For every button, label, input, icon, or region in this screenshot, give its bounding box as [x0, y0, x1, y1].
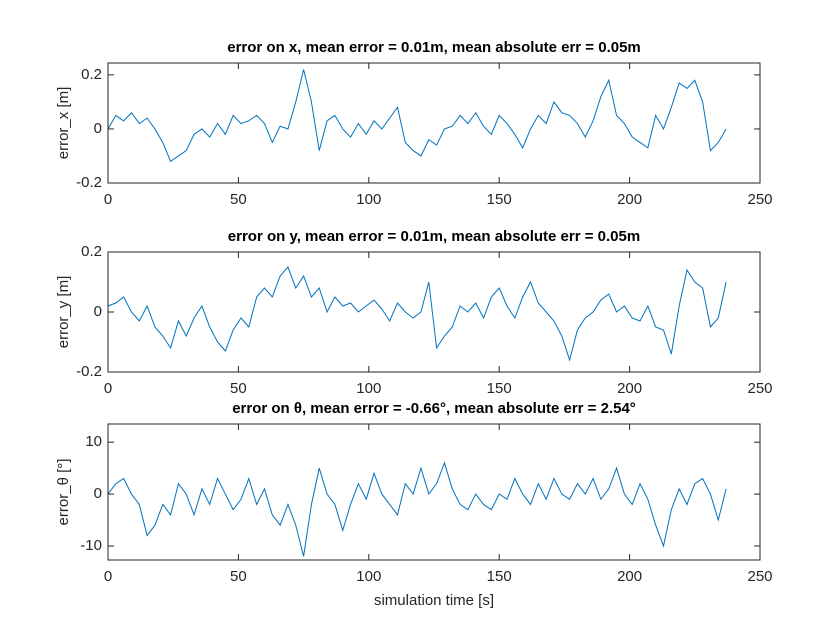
- x-axis-label: simulation time [s]: [374, 592, 494, 609]
- y-tick-label: -10: [80, 537, 102, 554]
- y-tick-label: 0.2: [81, 66, 102, 83]
- x-tick-label: 100: [356, 568, 381, 585]
- x-tick-label: 250: [747, 191, 772, 208]
- chart-title: error on y, mean error = 0.01m, mean abs…: [228, 228, 640, 245]
- chart-title: error on θ, mean error = -0.66°, mean ab…: [232, 400, 636, 417]
- x-tick-label: 150: [487, 380, 512, 397]
- y-tick-label: 0: [94, 485, 102, 502]
- y-axis-label: error_θ [°]: [55, 459, 72, 526]
- data-line: [107, 461, 727, 557]
- x-tick-label: 200: [617, 191, 642, 208]
- axes-box: [107, 423, 761, 561]
- axes-box: [107, 62, 761, 184]
- plot-area: [108, 424, 760, 560]
- x-tick-label: 0: [104, 191, 112, 208]
- x-tick-label: 250: [747, 380, 772, 397]
- x-tick-label: 50: [230, 568, 247, 585]
- y-tick-label: 0: [94, 120, 102, 137]
- y-tick-label: 0: [94, 303, 102, 320]
- chart-title: error on x, mean error = 0.01m, mean abs…: [227, 39, 641, 56]
- x-tick-label: 200: [617, 380, 642, 397]
- y-tick-label: 0.2: [81, 243, 102, 260]
- x-tick-label: 100: [356, 380, 381, 397]
- y-tick-label: 10: [85, 433, 102, 450]
- x-tick-label: 50: [230, 191, 247, 208]
- x-tick-label: 250: [747, 568, 772, 585]
- y-axis-label: error_y [m]: [55, 276, 72, 349]
- data-line: [107, 69, 727, 163]
- x-tick-label: 150: [487, 568, 512, 585]
- x-tick-label: 150: [487, 191, 512, 208]
- x-tick-label: 0: [104, 380, 112, 397]
- x-tick-label: 100: [356, 191, 381, 208]
- x-tick-label: 0: [104, 568, 112, 585]
- data-line: [107, 266, 727, 362]
- x-tick-label: 200: [617, 568, 642, 585]
- plot-area: [108, 63, 760, 183]
- plot-area: [108, 252, 760, 372]
- y-tick-label: -0.2: [76, 363, 102, 380]
- y-tick-label: -0.2: [76, 174, 102, 191]
- y-axis-label: error_x [m]: [55, 87, 72, 160]
- x-tick-label: 50: [230, 380, 247, 397]
